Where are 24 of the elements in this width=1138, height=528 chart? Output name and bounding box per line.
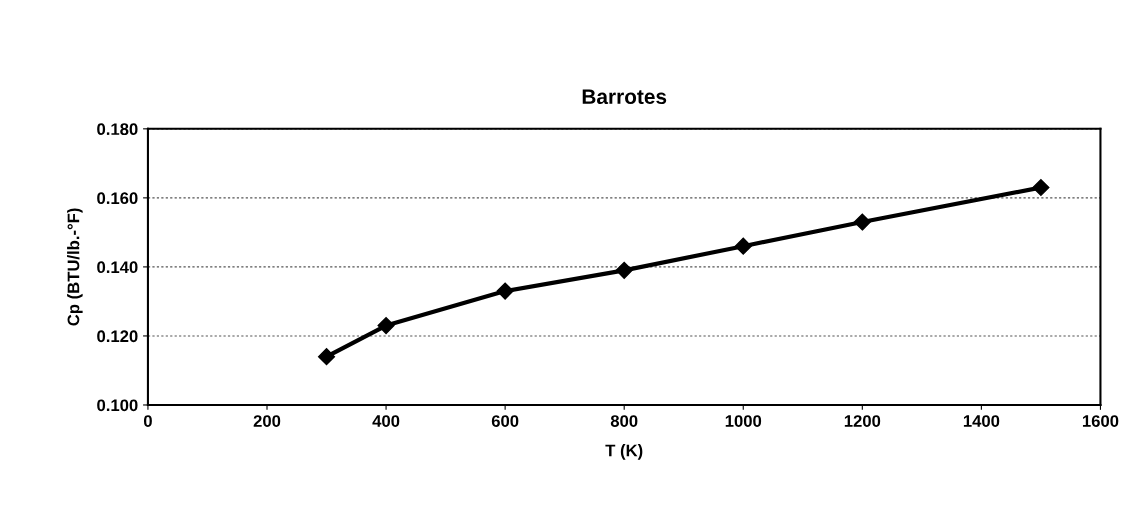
point	[496, 282, 514, 300]
x-tick-label: 0	[143, 415, 152, 427]
x-tick-label: 200	[253, 415, 281, 427]
x-tick-label: 1200	[844, 415, 881, 427]
point	[615, 261, 633, 279]
x-tick-label: 1000	[725, 415, 762, 427]
y-tick-label: 0.140	[97, 261, 138, 274]
point	[317, 348, 336, 366]
x-axis-title: T (K)	[605, 444, 643, 460]
x-tick-label: 800	[610, 415, 638, 427]
y-axis-title: Cp (BTU/lb.-°F)	[67, 208, 83, 326]
point	[1032, 178, 1050, 197]
x-tick-label: 600	[491, 415, 519, 427]
x-tick-label: 1400	[963, 415, 1000, 427]
y-tick-label: 0.160	[97, 192, 138, 205]
point	[377, 317, 395, 335]
y-tick-label: 0.100	[97, 399, 138, 412]
point	[853, 213, 871, 231]
y-tick-label: 0.180	[97, 123, 138, 136]
x-tick-label: 1600	[1082, 415, 1119, 427]
chart-title: Barrotes	[582, 89, 667, 105]
x-tick-label: 400	[372, 415, 400, 427]
y-tick-label: 0.120	[97, 330, 138, 343]
point	[734, 237, 752, 255]
